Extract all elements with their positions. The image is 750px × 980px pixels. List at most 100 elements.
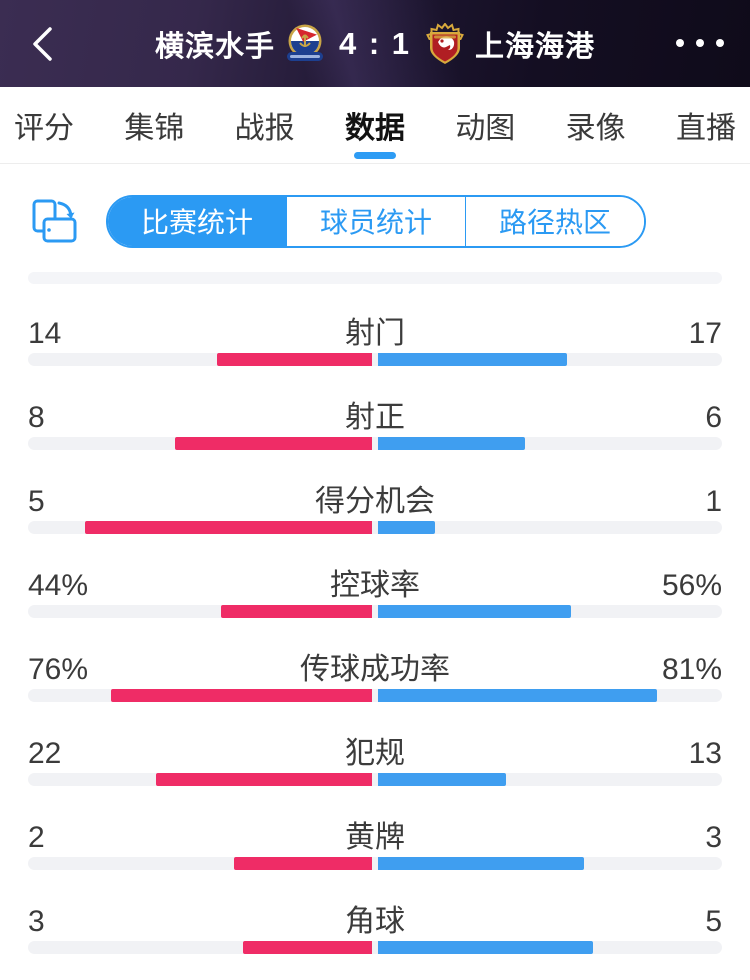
back-chevron-icon [33,27,52,61]
stat-text: 3 角球 5 [28,896,722,938]
stat-row-射门: 14 射门 17 [28,308,722,392]
tab-label: 录像 [565,112,626,145]
away-value: 1 [705,485,722,518]
top-tab-bar: 评分 集锦 战报 数据 动图 录像 直播 [0,87,750,164]
away-value: 56% [661,569,722,602]
away-stat-bar [378,941,593,954]
tab-动图[interactable]: 动图 [453,87,517,163]
tab-评分[interactable]: 评分 [12,87,76,163]
stat-bar-track [28,353,722,366]
stat-bar-track [28,521,722,534]
stat-label: 角球 [345,905,405,938]
home-stat-bar [85,521,372,534]
stat-text: 2 黄牌 3 [28,812,722,854]
home-value: 22 [28,737,62,770]
stat-label: 黄牌 [345,821,405,854]
home-value: 44% [28,569,89,602]
active-tab-indicator [353,152,396,159]
more-options-button[interactable] [672,30,728,56]
away-value: 6 [705,401,722,434]
away-stat-bar [378,437,526,450]
home-stat-bar [234,857,372,870]
stat-text: 8 射正 6 [28,392,722,434]
stat-label: 控球率 [330,569,420,602]
tab-label: 战报 [234,112,295,145]
stat-bar-track [28,857,722,870]
subtab-比赛统计[interactable]: 比赛统计 [108,196,286,246]
subtab-球员统计[interactable]: 球员统计 [286,196,465,246]
tab-集锦[interactable]: 集锦 [122,87,186,163]
home-value: 8 [28,401,45,434]
away-value: 5 [705,905,722,938]
stat-label: 得分机会 [315,485,435,518]
away-stat-bar [378,521,436,534]
home-value: 3 [28,905,45,938]
stat-label: 射门 [345,317,405,350]
more-dot-icon [696,39,704,47]
home-value: 2 [28,821,45,854]
tab-数据[interactable]: 数据 [343,87,407,163]
stat-row-传球成功率: 76% 传球成功率 81% [28,644,722,728]
stat-row-得分机会: 5 得分机会 1 [28,476,722,560]
home-stat-bar [220,605,372,618]
away-value: 17 [688,317,722,350]
away-stat-bar [378,857,585,870]
stat-row-角球: 3 角球 5 [28,896,722,980]
stat-text: 44% 控球率 56% [28,560,722,602]
home-value: 14 [28,317,62,350]
home-value: 5 [28,485,45,518]
stat-bar-track [28,941,722,954]
home-stat-bar [216,353,372,366]
stat-bar-track [28,437,722,450]
section-divider [28,272,722,284]
away-value: 3 [705,821,722,854]
stat-label: 犯规 [345,737,405,770]
away-stat-bar [378,605,571,618]
more-dot-icon [716,39,724,47]
stat-text: 76% 传球成功率 81% [28,644,722,686]
away-value: 81% [661,653,722,686]
stats-segmented-control: 比赛统计 球员统计 路径热区 [106,194,646,248]
tab-直播[interactable]: 直播 [674,87,738,163]
tab-战报[interactable]: 战报 [233,87,297,163]
away-stat-bar [378,353,567,366]
home-team-logo-icon [285,22,325,66]
match-header: 横滨水手 4 : 1 [0,0,750,87]
match-score: 4 : 1 [338,25,412,61]
away-stat-bar [378,773,506,786]
stat-label: 射正 [345,401,405,434]
stat-row-犯规: 22 犯规 13 [28,728,722,812]
stat-label: 传球成功率 [300,653,450,686]
away-team-name: 上海海港 [475,30,596,63]
stats-subtab-row: 比赛统计 球员统计 路径热区 [0,164,750,256]
back-button[interactable] [22,24,62,64]
tab-label: 评分 [14,112,74,145]
stat-text: 22 犯规 13 [28,728,722,770]
stat-bar-track [28,773,722,786]
stat-row-黄牌: 2 黄牌 3 [28,812,722,896]
home-stat-bar [175,437,372,450]
tab-label: 动图 [455,112,516,145]
stat-text: 5 得分机会 1 [28,476,722,518]
more-dot-icon [676,39,684,47]
stat-bar-track [28,689,722,702]
tab-label: 直播 [675,112,736,145]
away-stat-bar [378,689,657,702]
home-team-name: 横滨水手 [154,30,275,63]
match-stats-list: 14 射门 17 8 射正 6 5 得分机会 1 44% 控球率 56% 76% 传球成功率 81% 22 犯规… [0,284,750,980]
tab-录像[interactable]: 录像 [564,87,628,163]
home-value: 76% [28,653,89,686]
away-value: 13 [688,737,722,770]
tab-label: 数据 [344,112,405,145]
subtab-路径热区[interactable]: 路径热区 [465,196,644,246]
stat-row-控球率: 44% 控球率 56% [28,560,722,644]
home-stat-bar [110,689,372,702]
stat-row-射正: 8 射正 6 [28,392,722,476]
tab-label: 集锦 [124,112,185,145]
stat-bar-track [28,605,722,618]
rotate-screen-icon[interactable] [25,194,79,248]
away-team-logo-icon [425,22,465,66]
home-stat-bar [243,941,372,954]
match-title: 横滨水手 4 : 1 [0,22,750,66]
